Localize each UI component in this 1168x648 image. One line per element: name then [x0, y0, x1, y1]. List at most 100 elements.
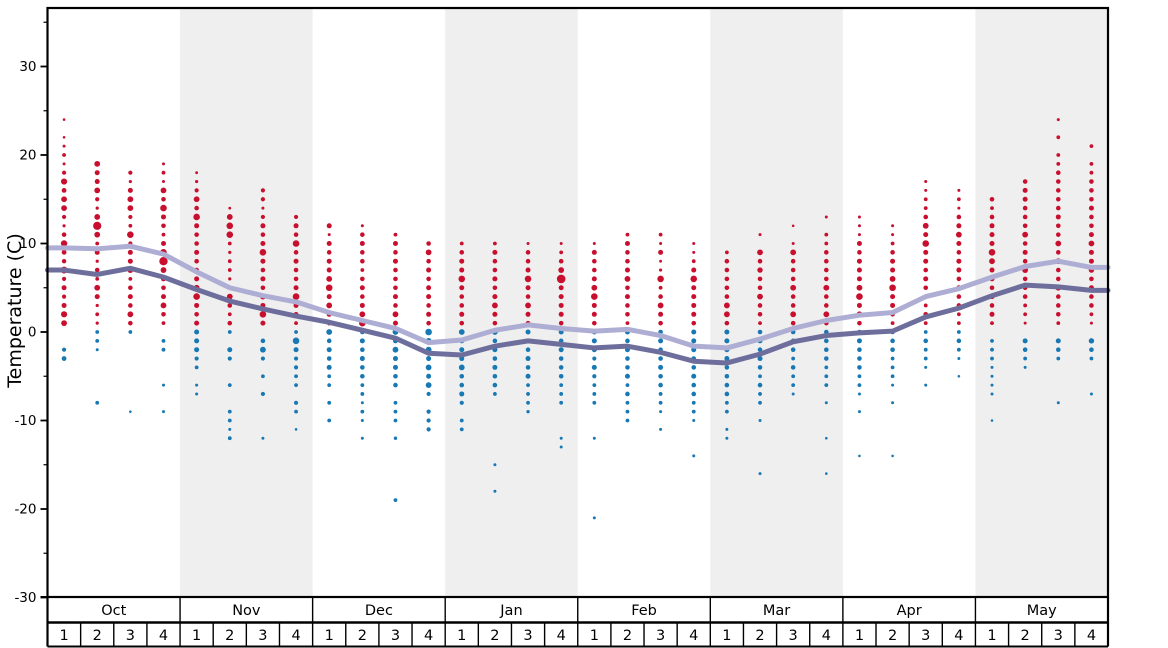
max-temp-dot	[525, 285, 531, 291]
max-temp-dot	[61, 294, 67, 299]
max-temp-dot	[1055, 232, 1061, 237]
min-temp-dot	[990, 392, 994, 396]
min-temp-dot	[625, 418, 630, 423]
max-temp-dot	[260, 241, 266, 246]
min-temp-dot	[326, 364, 332, 370]
max-temp-dot	[592, 258, 597, 264]
max-temp-dot	[127, 231, 134, 238]
min-temp-dot	[525, 365, 531, 370]
max-temp-dot	[227, 259, 232, 264]
week-label: 1	[59, 628, 68, 644]
min-temp-dot	[393, 409, 398, 414]
max-temp-dot	[194, 188, 199, 193]
max-temp-dot	[525, 302, 531, 309]
max-temp-dot	[326, 267, 332, 273]
max-temp-dot	[1055, 223, 1061, 229]
max-temp-dot	[525, 250, 531, 255]
min-temp-dot	[824, 356, 829, 361]
max-temp-dot	[924, 188, 928, 192]
min-temp-dot	[492, 356, 498, 361]
max-temp-dot	[260, 285, 266, 291]
max-temp-dot	[359, 241, 365, 246]
max-temp-dot	[94, 294, 100, 300]
min-temp-dot	[227, 330, 232, 334]
min-temp-dot	[858, 454, 861, 458]
min-temp-dot	[724, 329, 730, 335]
min-temp-dot	[558, 373, 564, 379]
max-temp-dot	[1055, 205, 1061, 211]
max-temp-dot	[657, 275, 664, 283]
max-temp-dot	[327, 233, 331, 237]
max-temp-dot	[161, 321, 166, 326]
min-temp-dot	[658, 382, 663, 388]
max-temp-dot	[95, 259, 99, 263]
min-temp-dot	[492, 338, 498, 344]
max-temp-dot	[1055, 170, 1061, 175]
min-temp-dot	[526, 383, 530, 387]
max-temp-dot	[658, 320, 663, 326]
max-temp-dot	[326, 250, 332, 255]
max-temp-dot	[923, 321, 928, 326]
max-temp-dot	[724, 320, 730, 326]
min-temp-dot	[292, 337, 300, 345]
max-temp-dot	[61, 276, 67, 281]
max-temp-dot	[524, 275, 532, 283]
min-temp-dot	[957, 357, 961, 361]
max-temp-dot	[492, 285, 498, 291]
max-temp-dot	[1089, 321, 1093, 325]
max-temp-dot	[956, 294, 962, 299]
min-temp-dot	[227, 409, 232, 414]
max-temp-dot	[194, 223, 200, 229]
week-label: 4	[159, 628, 168, 644]
max-temp-dot	[791, 242, 795, 245]
max-temp-dot	[226, 214, 233, 220]
max-temp-dot	[160, 302, 167, 309]
max-temp-dot	[1022, 223, 1028, 229]
min-temp-dot	[227, 436, 232, 441]
max-temp-dot	[857, 233, 861, 237]
max-temp-dot	[1022, 294, 1028, 299]
max-temp-dot	[857, 215, 861, 219]
max-temp-dot	[989, 267, 995, 273]
max-temp-dot	[856, 241, 862, 246]
max-temp-dot	[62, 136, 66, 139]
min-temp-dot	[360, 401, 364, 405]
min-temp-dot	[625, 409, 630, 414]
min-temp-dot	[1023, 365, 1027, 369]
min-temp-dot	[425, 382, 432, 388]
y-tick-label: 10	[19, 236, 36, 252]
min-temp-dot	[1022, 338, 1028, 344]
max-temp-dot	[62, 224, 66, 228]
min-temp-dot	[260, 391, 266, 397]
max-temp-dot	[60, 178, 68, 185]
max-temp-dot	[392, 258, 398, 264]
min-temp-dot	[493, 489, 497, 493]
min-temp-dot	[526, 392, 530, 396]
min-temp-dot	[425, 328, 432, 336]
max-temp-dot	[525, 267, 531, 273]
max-temp-dot	[924, 180, 928, 184]
max-temp-dot	[1088, 240, 1095, 247]
max-temp-dot	[259, 249, 267, 256]
min-temp-dot	[625, 365, 630, 370]
avg-max-line	[45, 243, 1111, 351]
min-temp-dot	[658, 373, 663, 379]
min-temp-dot	[227, 383, 232, 387]
max-temp-dot	[260, 267, 266, 273]
max-temp-dot	[325, 284, 333, 292]
max-temp-dot	[61, 205, 67, 212]
max-temp-dot	[857, 250, 862, 255]
max-temp-dot	[824, 215, 828, 219]
max-temp-dot	[393, 232, 398, 237]
min-temp-dot	[691, 365, 697, 370]
min-temp-dot	[591, 364, 597, 370]
min-temp-dot	[1023, 356, 1028, 361]
max-temp-dot	[61, 170, 67, 175]
max-temp-dot	[1088, 205, 1094, 211]
min-temp-dot	[724, 400, 729, 405]
min-temp-dot	[526, 409, 530, 414]
min-temp-dot	[923, 347, 928, 352]
min-temp-dot	[658, 338, 664, 344]
max-temp-dot	[459, 241, 464, 246]
min-temp-dot	[659, 427, 663, 431]
